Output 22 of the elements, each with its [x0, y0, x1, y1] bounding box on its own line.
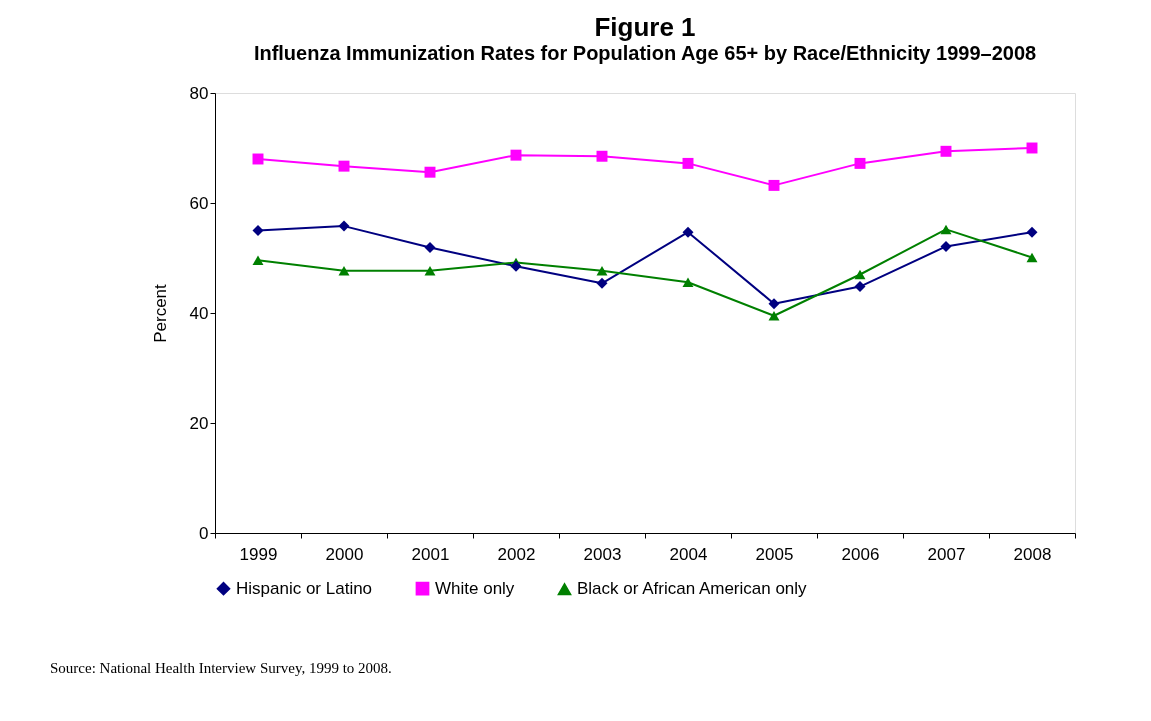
y-axis-title: Percent: [150, 283, 170, 343]
legend-label: Hispanic or Latino: [236, 578, 373, 598]
legend-label: Black or African American only: [577, 579, 808, 599]
chart-title: Figure 1: [594, 12, 696, 42]
x-tick-label: 2007: [927, 544, 966, 564]
y-tick-label: 80: [189, 83, 209, 103]
x-tick-label: 2002: [497, 544, 536, 564]
y-tick-label: 0: [199, 523, 209, 543]
x-tick-label: 2008: [1013, 544, 1052, 564]
x-tick-label: 2004: [669, 544, 708, 564]
x-tick-label: 1999: [239, 544, 278, 564]
x-tick-label: 2001: [411, 544, 450, 564]
y-tick-label: 60: [189, 193, 209, 213]
x-tick-label: 2003: [583, 544, 622, 564]
source-note: Source: National Health Interview Survey, 1999 to 2008.: [50, 660, 392, 676]
y-tick-label: 20: [189, 413, 209, 433]
x-tick-label: 2000: [325, 544, 364, 564]
chart-subtitle: Influenza Immunization Rates for Population Age 65+ by Race/Ethnicity 1999–2008: [253, 42, 1037, 64]
y-tick-label: 40: [189, 303, 209, 323]
x-tick-label: 2006: [841, 544, 880, 564]
x-tick-label: 2005: [755, 544, 794, 564]
legend-label: White only: [435, 578, 515, 598]
